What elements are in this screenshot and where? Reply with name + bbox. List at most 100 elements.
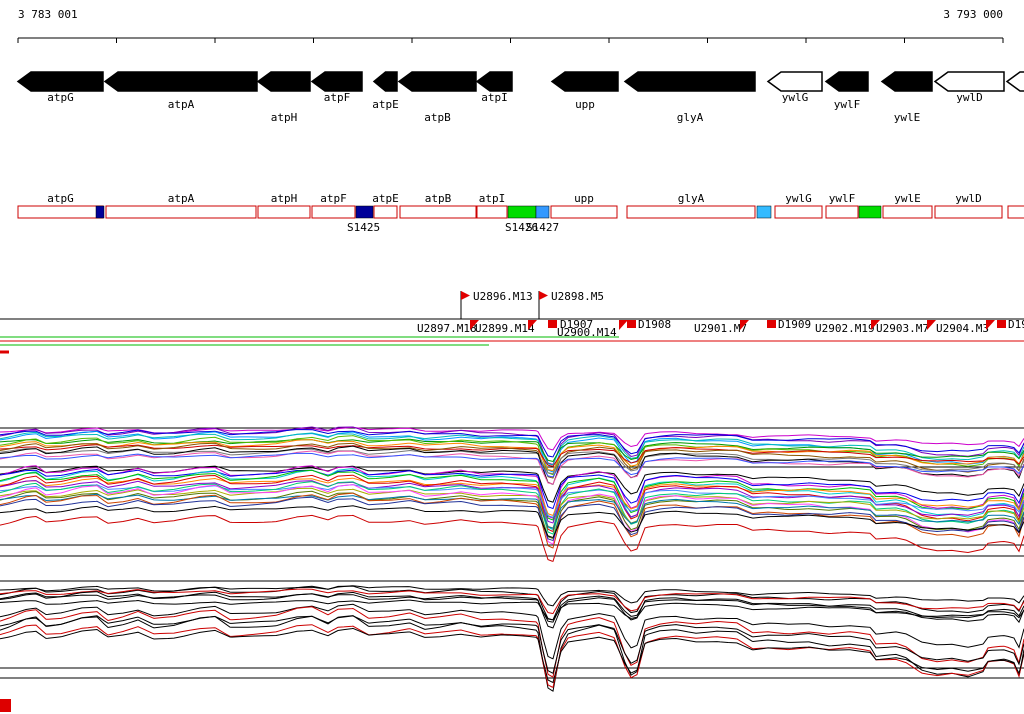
probe-label-U2899.M14[interactable]: U2899.M14 (475, 322, 535, 335)
probe-label-D1908[interactable]: D1908 (638, 318, 671, 331)
profile-line (0, 592, 1024, 623)
expression-profile-colored (0, 426, 1024, 562)
gene-label-atpF: atpF (324, 91, 351, 104)
ruler-track (17, 37, 1004, 43)
gene-arrow-atpH[interactable] (256, 71, 311, 92)
probe-marker-triangle[interactable] (986, 320, 995, 330)
profile-line (0, 615, 1024, 692)
gene-box-atpB[interactable] (399, 205, 477, 219)
profile-line (0, 505, 1024, 538)
gene-arrow-ywlD[interactable] (933, 71, 1005, 92)
profile-line (0, 448, 1024, 475)
gene-arrow-atpE[interactable] (372, 71, 398, 92)
gene-box-atpI[interactable] (476, 205, 508, 219)
probe-marker-triangle[interactable] (619, 320, 628, 330)
profile-line (0, 469, 1024, 521)
gene-arrow-glyA[interactable] (623, 71, 756, 92)
probe-marker-square[interactable] (767, 320, 776, 328)
probe-marker-square[interactable] (997, 320, 1006, 328)
probe-label-U2898.M5[interactable]: U2898.M5 (551, 290, 604, 303)
gene-box-ywlE[interactable] (882, 205, 933, 219)
gene-box-track: atpG atpA atpH atpF atpE atpB atpI upp glyA ywlG y… (17, 192, 1024, 234)
colored-segment[interactable] (756, 205, 772, 219)
gene-box-label-atpE: atpE (372, 192, 399, 205)
gene-box-partial[interactable] (1007, 205, 1024, 219)
profile-line (0, 429, 1024, 458)
probe-marker-triangle[interactable] (470, 320, 479, 330)
colored-segment-S1426[interactable] (507, 205, 537, 219)
gene-box-glyA[interactable] (626, 205, 756, 219)
gene-box-upp[interactable] (550, 205, 618, 219)
gene-arrow-atpB[interactable] (397, 71, 477, 92)
gene-arrow-atpF[interactable] (310, 71, 363, 92)
gene-box-atpE[interactable] (373, 205, 398, 219)
gene-arrow-partial[interactable] (1005, 71, 1024, 92)
probe-marker-triangle[interactable] (528, 320, 537, 330)
gene-box-label-ywlG: ywlG (785, 192, 812, 205)
probe-marker-triangle[interactable] (927, 320, 936, 330)
gene-arrow-ywlG[interactable] (766, 71, 823, 92)
probe-label-U2900.M14[interactable]: U2900.M14 (557, 326, 617, 339)
gene-box-label-ywlD: ywlD (955, 192, 982, 205)
probe-label-U2901.M7[interactable]: U2901.M7 (694, 322, 747, 335)
gene-box-label-ywlE: ywlE (894, 192, 921, 205)
gene-arrow-ywlF[interactable] (824, 71, 869, 92)
gene-box-label-atpH: atpH (271, 192, 298, 205)
profile-line (0, 445, 1024, 485)
probe-flag-icon[interactable] (539, 291, 548, 300)
probe-marker-triangle[interactable] (740, 320, 749, 330)
colored-segment[interactable] (858, 205, 882, 219)
profile-line (0, 624, 1024, 688)
probe-label-U2904.M3[interactable]: U2904.M3 (936, 322, 989, 335)
profile-line (0, 481, 1024, 535)
gene-box-label-atpG: atpG (47, 192, 74, 205)
probe-label-U2897.M18[interactable]: U2897.M18 (417, 322, 477, 335)
gene-box-ywlF[interactable] (825, 205, 859, 219)
colored-segment-S1425[interactable] (355, 205, 374, 219)
gene-label-ywlF: ywlF (834, 98, 861, 111)
gene-box-atpF[interactable] (311, 205, 356, 219)
coord-start-label: 3 783 001 (18, 8, 78, 21)
probe-marker-square[interactable] (627, 320, 636, 328)
colored-segment[interactable] (95, 205, 105, 219)
gene-box-label-ywlF: ywlF (829, 192, 856, 205)
gene-label-atpG: atpG (47, 91, 74, 104)
probe-label-D1907[interactable]: D1907 (560, 318, 593, 331)
probe-label-U2902.M19[interactable]: U2902.M19 (815, 322, 875, 335)
gene-arrow-upp[interactable] (550, 71, 619, 92)
expression-profile-red-black (0, 580, 1024, 712)
gene-arrow-atpI[interactable] (475, 71, 513, 92)
profile-line (0, 452, 1024, 478)
profile-line (0, 514, 1024, 562)
profile-line (0, 591, 1024, 629)
profile-line (0, 615, 1024, 674)
gene-label-upp: upp (575, 98, 595, 111)
gene-arrow-atpA[interactable] (103, 71, 258, 92)
profile-line (0, 467, 1024, 531)
gene-arrow-atpG[interactable] (16, 71, 104, 92)
profile-line (0, 439, 1024, 472)
gene-box-ywlG[interactable] (774, 205, 823, 219)
probe-flag-icon[interactable] (461, 291, 470, 300)
gene-box-label-atpB: atpB (425, 192, 452, 205)
probe-label-D19[interactable]: D19 (1008, 318, 1024, 331)
probe-label-U2903.M7[interactable]: U2903.M7 (876, 322, 929, 335)
profile-line (0, 492, 1024, 549)
gene-box-atpH[interactable] (257, 205, 311, 219)
gene-arrow-ywlE[interactable] (880, 71, 933, 92)
probe-marker-triangle[interactable] (871, 320, 880, 330)
gene-label-ywlE: ywlE (894, 111, 921, 124)
colored-segment-S1427[interactable] (535, 205, 550, 219)
profile-line (0, 480, 1024, 524)
gene-label-atpB: atpB (424, 111, 451, 124)
gene-box-ywlD[interactable] (934, 205, 1003, 219)
gene-label-ywlG: ywlG (782, 91, 809, 104)
probe-label-U2896.M13[interactable]: U2896.M13 (473, 290, 533, 303)
probe-label-D1909[interactable]: D1909 (778, 318, 811, 331)
profile-line (0, 444, 1024, 467)
gene-box-atpG[interactable] (17, 205, 104, 219)
probe-marker-square[interactable] (548, 320, 557, 328)
gene-box-atpA[interactable] (105, 205, 257, 219)
